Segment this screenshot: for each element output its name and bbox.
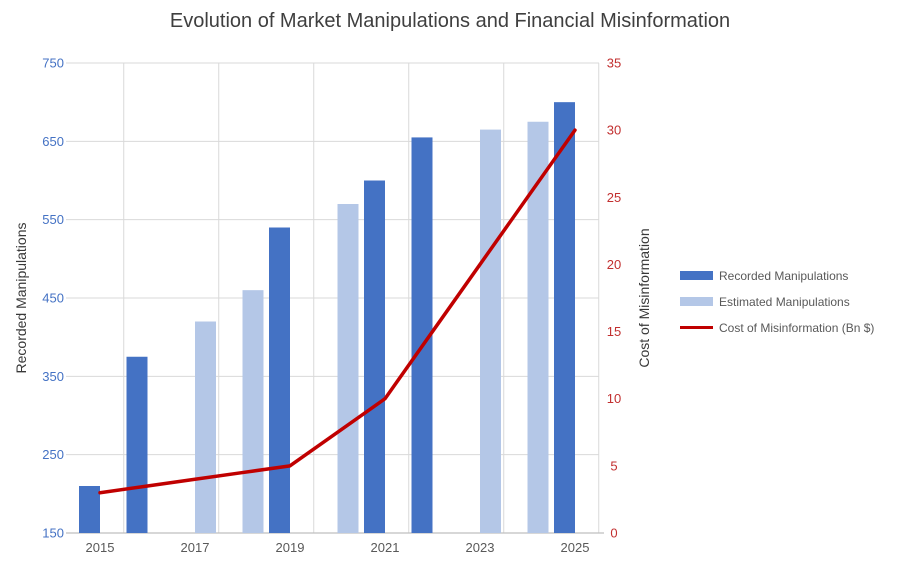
bar-recorded-2016 xyxy=(126,356,148,533)
left-axis-tick: 350 xyxy=(42,369,64,384)
legend-label: Recorded Manipulations xyxy=(719,268,849,283)
cost-of-misinformation-line-swatch xyxy=(680,326,713,329)
estimated-manipulations-swatch xyxy=(680,297,713,306)
legend-item-estimated-manipulations: Estimated Manipulations xyxy=(680,293,874,310)
x-axis-tick: 2025 xyxy=(561,540,590,555)
bar-estimated-2020 xyxy=(337,204,359,533)
left-axis-tick: 450 xyxy=(42,291,64,306)
chart-title: Evolution of Market Manipulations and Fi… xyxy=(169,10,731,32)
right-axis-tick: 25 xyxy=(607,190,621,205)
legend-item-recorded-manipulations: Recorded Manipulations xyxy=(680,267,874,284)
x-axis-tick: 2019 xyxy=(276,540,305,555)
right-axis-tick: 5 xyxy=(610,458,617,473)
x-axis-tick: 2021 xyxy=(371,540,400,555)
bar-recorded-2019 xyxy=(269,227,290,533)
legend-label: Cost of Misinformation (Bn $) xyxy=(719,320,875,335)
legend: Recorded Manipulations Estimated Manipul… xyxy=(680,267,874,336)
bar-recorded-2015 xyxy=(79,486,100,533)
right-axis-tick: 10 xyxy=(607,391,621,406)
bar-recorded-2022 xyxy=(411,137,433,533)
legend-item-cost-of-misinformation: Cost of Misinformation (Bn $) xyxy=(680,319,874,336)
x-axis-tick: 2015 xyxy=(86,540,115,555)
left-axis-tick: 150 xyxy=(42,526,64,541)
bar-estimated-2017 xyxy=(195,321,216,533)
right-axis-tick: 35 xyxy=(607,56,621,71)
legend-label: Estimated Manipulations xyxy=(719,294,850,309)
right-axis-tick: 15 xyxy=(607,324,621,339)
right-axis-tick: 30 xyxy=(607,123,621,138)
x-axis-tick: 2017 xyxy=(181,540,210,555)
bar-recorded-2021 xyxy=(364,180,385,533)
left-axis-tick: 650 xyxy=(42,134,64,149)
right-axis-tick: 20 xyxy=(607,257,621,272)
bar-estimated-2024 xyxy=(527,121,549,533)
recorded-manipulations-swatch xyxy=(680,271,713,280)
bar-estimated-2018 xyxy=(242,290,264,533)
cost-of-misinformation-line xyxy=(98,128,577,495)
left-axis-tick: 750 xyxy=(42,56,64,71)
left-axis-tick: 550 xyxy=(42,212,64,227)
bar-estimated-2023 xyxy=(480,129,501,534)
bar-recorded-2025 xyxy=(554,102,575,534)
right-axis-tick: 0 xyxy=(610,526,617,541)
left-axis-tick: 250 xyxy=(42,447,64,462)
x-axis-tick: 2023 xyxy=(466,540,495,555)
